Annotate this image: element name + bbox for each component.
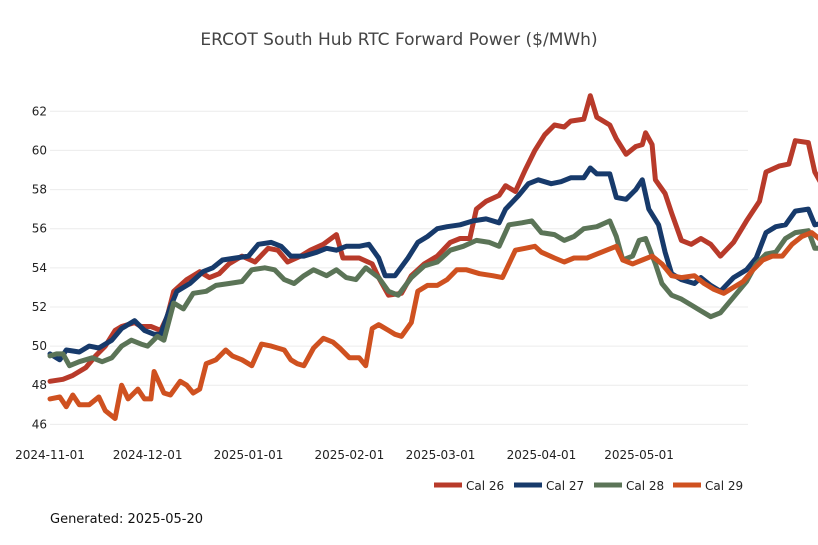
series-line-cal-29 <box>47 230 818 421</box>
y-tick-label: 60 <box>32 143 47 157</box>
x-axis-ticks: 2024-11-01 2024-12-01 2025-01-01 2025-02-01… <box>15 448 674 462</box>
legend: Cal 26 Cal 27 Cal 28 Cal 29 <box>434 479 743 493</box>
legend-label: Cal 28 <box>626 479 664 493</box>
legend-label: Cal 27 <box>546 479 584 493</box>
y-tick-label: 54 <box>32 261 47 275</box>
x-tick-label: 2025-04-01 <box>507 448 577 462</box>
series-lines <box>47 93 818 421</box>
y-tick-label: 56 <box>32 222 47 236</box>
x-tick-label: 2024-11-01 <box>15 448 85 462</box>
x-tick-label: 2025-01-01 <box>214 448 284 462</box>
y-tick-label: 50 <box>32 339 47 353</box>
y-tick-label: 52 <box>32 300 47 314</box>
chart-title: ERCOT South Hub RTC Forward Power ($/MWh… <box>200 30 597 50</box>
x-tick-label: 2024-12-01 <box>113 448 183 462</box>
y-tick-label: 58 <box>32 183 47 197</box>
y-axis-ticks: 46 48 50 52 54 56 58 60 62 <box>32 104 47 431</box>
y-tick-label: 62 <box>32 104 47 118</box>
generated-footer: Generated: 2025-05-20 <box>50 512 204 527</box>
legend-label: Cal 26 <box>466 479 504 493</box>
y-tick-label: 46 <box>32 417 47 431</box>
x-tick-label: 2025-05-01 <box>604 448 674 462</box>
y-tick-label: 48 <box>32 378 47 392</box>
x-tick-label: 2025-03-01 <box>406 448 476 462</box>
series-line-cal-27 <box>47 165 818 363</box>
legend-label: Cal 29 <box>705 479 743 493</box>
x-tick-label: 2025-02-01 <box>315 448 385 462</box>
series-line-cal-28 <box>47 218 818 369</box>
